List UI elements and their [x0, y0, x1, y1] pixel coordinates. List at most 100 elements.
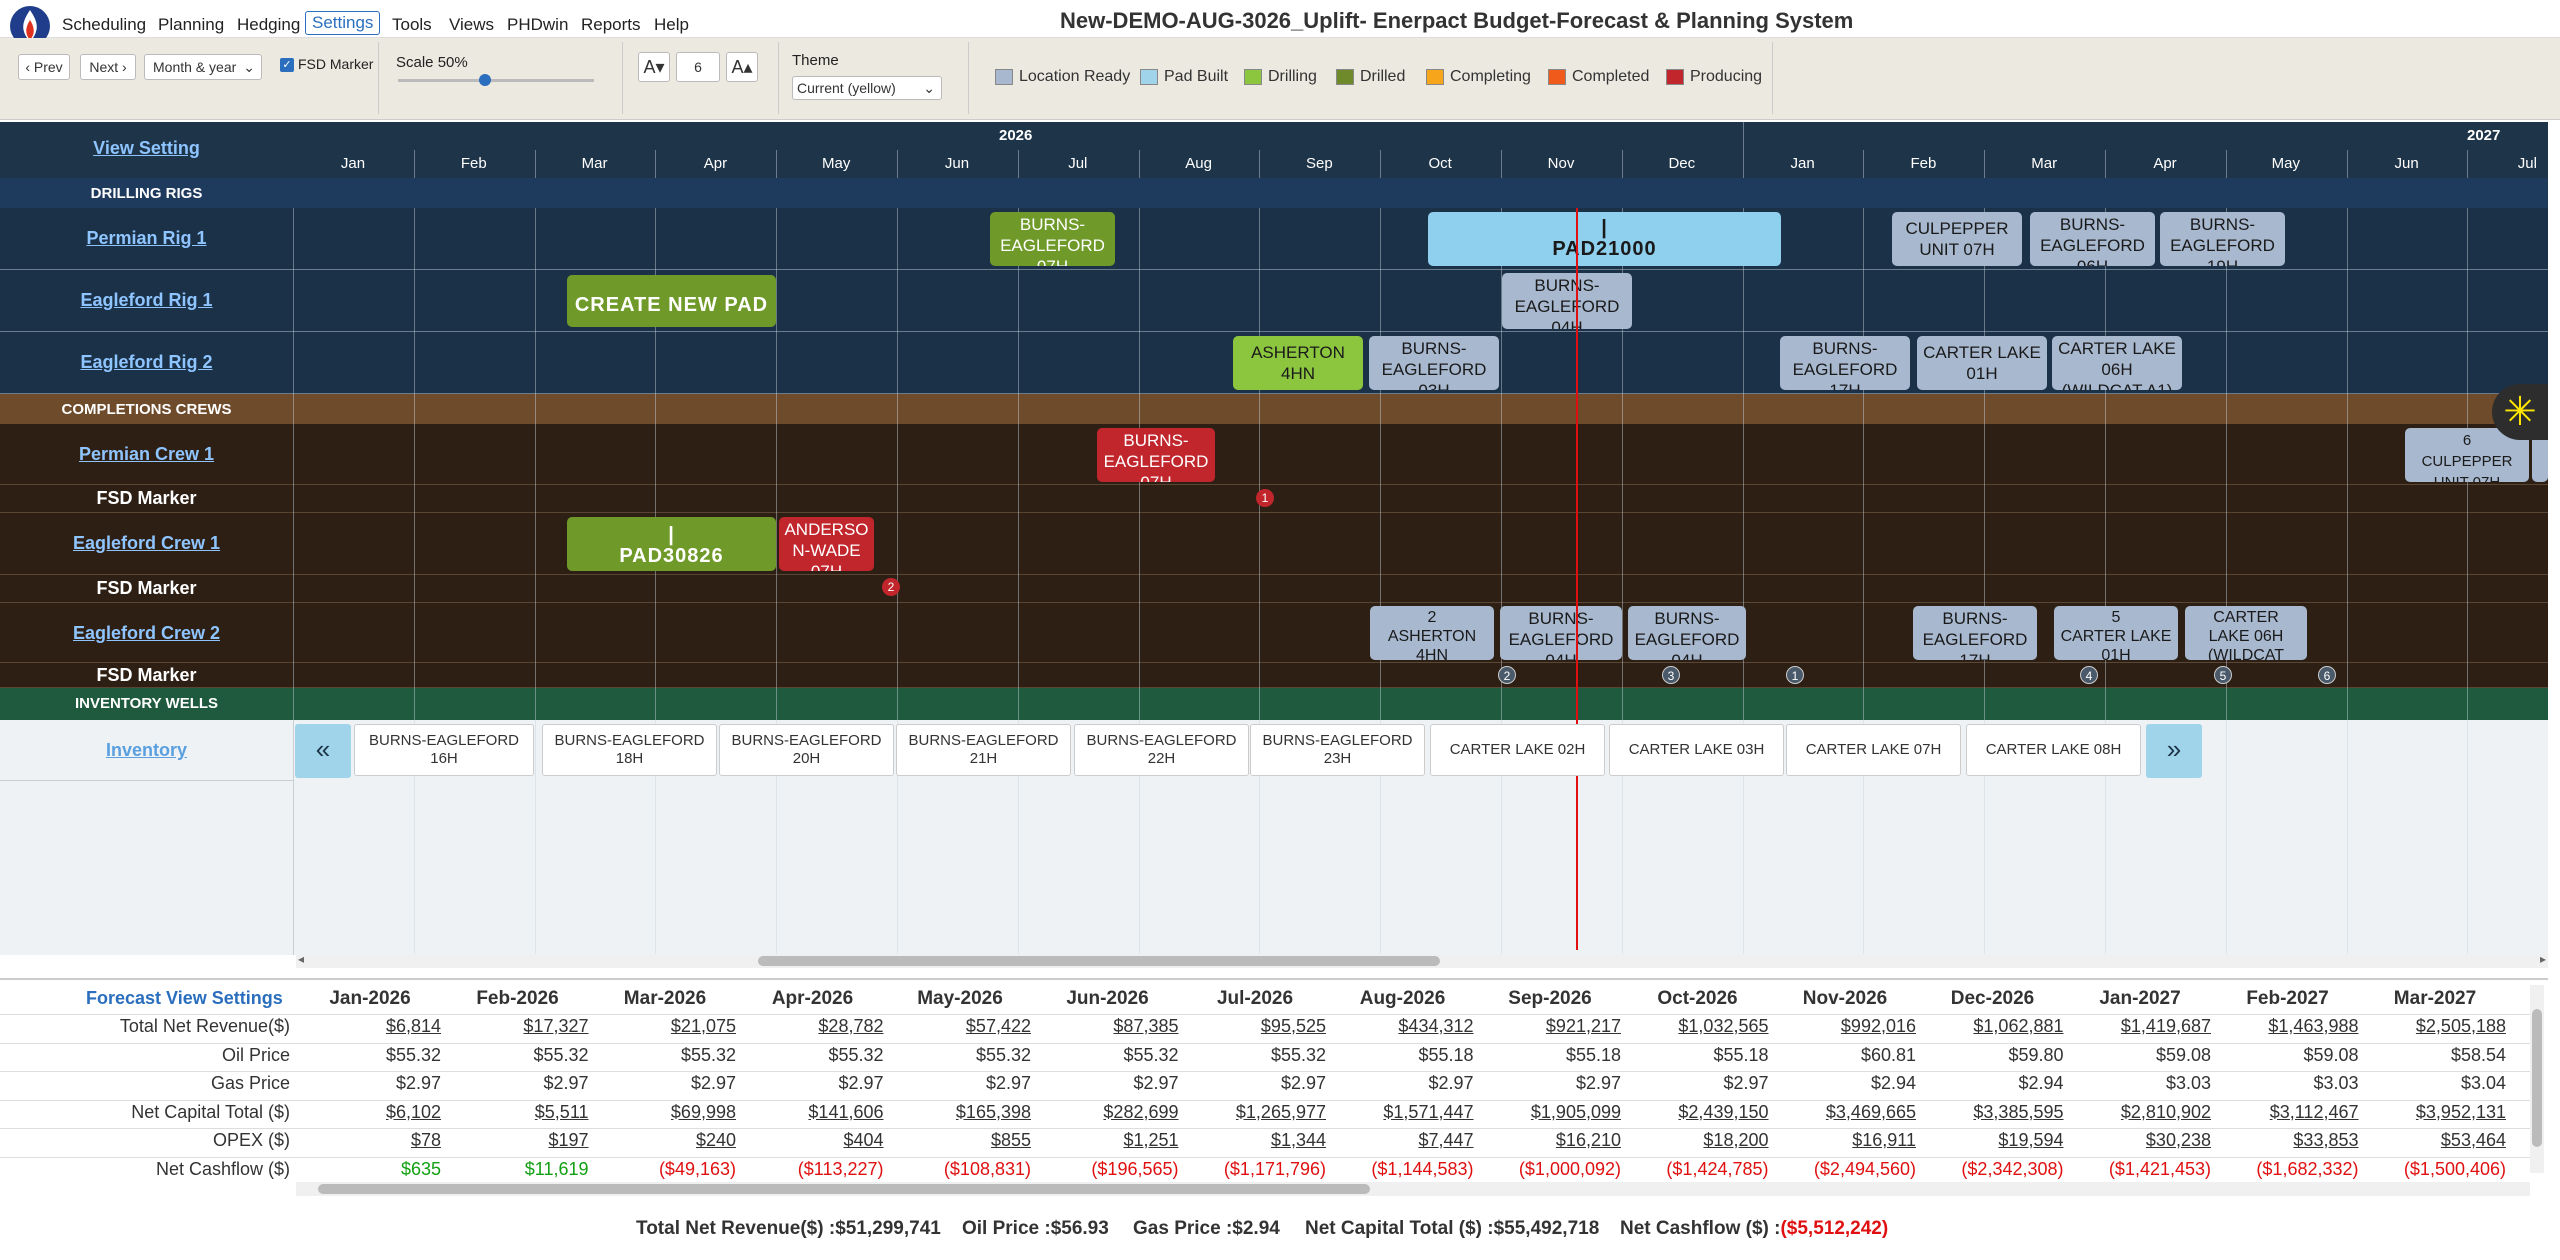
event-er2-3[interactable]: CARTER LAKE 01H — [1917, 336, 2047, 390]
fsd-marker-badge[interactable]: 3 — [1662, 666, 1680, 684]
inventory-well-card[interactable]: CARTER LAKE 08H — [1966, 724, 2141, 776]
font-size-input[interactable]: 6 — [676, 52, 720, 82]
inventory-well-card[interactable]: BURNS-EAGLEFORD 16H — [354, 724, 534, 776]
prev-button[interactable]: ‹ Prev — [18, 54, 70, 80]
period-select[interactable]: Month & year ⌄ — [144, 54, 262, 80]
eagleford-rig-1-link[interactable]: Eagleford Rig 1 — [80, 290, 213, 310]
menu-hedging[interactable]: Hedging — [237, 15, 301, 34]
event-er1-0[interactable]: CREATE NEW PAD — [567, 275, 776, 327]
forecast-cell[interactable]: $57,422 — [965, 1016, 1031, 1036]
forecast-cell[interactable]: $404 — [843, 1130, 884, 1150]
forecast-vscroll-thumb[interactable] — [2532, 1009, 2542, 1147]
event-pc1-0[interactable]: BURNS- EAGLEFORD 07H — [1097, 428, 1215, 482]
timeline-scrollbar[interactable]: ◂ ▸ — [296, 952, 2548, 968]
forecast-cell[interactable]: $16,911 — [1852, 1130, 1916, 1150]
fsd-marker-badge[interactable]: 5 — [2214, 666, 2232, 684]
forecast-cell[interactable]: $3,952,131 — [2415, 1101, 2506, 1122]
forecast-cell[interactable]: $69,998 — [670, 1101, 736, 1122]
event-er2-0[interactable]: ASHERTON 4HN — [1233, 336, 1363, 390]
event-er2-2[interactable]: BURNS- EAGLEFORD 17H — [1780, 336, 1910, 390]
fsd-marker-badge[interactable]: 2 — [882, 578, 900, 596]
forecast-cell[interactable]: $1,571,447 — [1383, 1101, 1474, 1122]
view-setting-link[interactable]: View Setting — [93, 138, 200, 158]
menu-views[interactable]: Views — [449, 15, 495, 34]
forecast-cell[interactable]: $87,385 — [1113, 1016, 1179, 1036]
event-ec2-3[interactable]: BURNS- EAGLEFORD 17H — [1913, 606, 2037, 660]
forecast-cell[interactable]: $2,810,902 — [2120, 1101, 2211, 1122]
menu-scheduling[interactable]: Scheduling — [62, 15, 147, 34]
forecast-cell[interactable]: $5,511 — [534, 1101, 589, 1122]
menu-reports[interactable]: Reports — [581, 15, 641, 34]
scale-slider-thumb[interactable] — [479, 74, 491, 86]
inventory-well-card[interactable]: CARTER LAKE 03H — [1609, 724, 1784, 776]
inventory-prev-button[interactable]: « — [295, 724, 351, 778]
forecast-cell[interactable]: $240 — [695, 1130, 736, 1150]
eagleford-crew-2-link[interactable]: Eagleford Crew 2 — [72, 623, 221, 643]
forecast-cell[interactable]: $1,062,881 — [1973, 1016, 2064, 1036]
timeline-scroll-thumb[interactable] — [758, 956, 1440, 966]
inventory-well-card[interactable]: CARTER LAKE 02H — [1430, 724, 1605, 776]
forecast-cell[interactable]: $165,398 — [955, 1101, 1031, 1122]
fsd-marker-checkbox[interactable]: ✓ — [280, 58, 294, 72]
forecast-cell[interactable]: $7,447 — [1418, 1130, 1474, 1150]
forecast-cell[interactable]: $21,075 — [670, 1016, 736, 1036]
forecast-cell[interactable]: $33,853 — [2293, 1130, 2359, 1150]
event-pc1-2[interactable] — [2532, 428, 2548, 482]
font-increase-button[interactable]: A▴ — [726, 52, 758, 82]
forecast-cell[interactable]: $434,312 — [1398, 1016, 1474, 1036]
forecast-cell[interactable]: $1,344 — [1270, 1130, 1326, 1150]
font-decrease-button[interactable]: A▾ — [638, 52, 670, 82]
inventory-link[interactable]: Inventory — [105, 740, 188, 760]
next-button[interactable]: Next › — [80, 54, 136, 80]
forecast-cell[interactable]: $6,102 — [385, 1101, 441, 1122]
forecast-cell[interactable]: $3,469,665 — [1825, 1101, 1916, 1122]
inventory-next-button[interactable]: » — [2146, 724, 2202, 778]
fsd-marker-badge[interactable]: 1 — [1256, 489, 1274, 507]
event-pr1-0[interactable]: BURNS- EAGLEFORD 07H — [990, 212, 1115, 266]
forecast-cell[interactable]: $28,782 — [818, 1016, 884, 1036]
forecast-cell[interactable]: $1,905,099 — [1530, 1101, 1621, 1122]
theme-select[interactable]: Current (yellow) ⌄ — [792, 76, 942, 100]
event-ec2-0[interactable]: 2 ASHERTON 4HN — [1370, 606, 1494, 660]
event-er2-4[interactable]: CARTER LAKE 06H (WILDCAT A1) — [2052, 336, 2182, 390]
event-pr1-4[interactable]: BURNS- EAGLEFORD 19H — [2160, 212, 2285, 266]
menu-settings[interactable]: Settings — [305, 11, 381, 35]
event-ec2-5[interactable]: CARTER LAKE 06H (WILDCAT — [2185, 606, 2307, 660]
event-pr1-3[interactable]: BURNS- EAGLEFORD 06H — [2030, 212, 2155, 266]
forecast-cell[interactable]: $1,265,977 — [1235, 1101, 1326, 1122]
forecast-cell[interactable]: $1,419,687 — [2120, 1016, 2211, 1036]
sparkle-icon[interactable]: ✳ — [2492, 384, 2548, 440]
forecast-cell[interactable]: $53,464 — [2440, 1130, 2506, 1150]
fsd-marker-badge[interactable]: 2 — [1498, 666, 1516, 684]
forecast-cell[interactable]: $95,525 — [1260, 1016, 1326, 1036]
event-ec1-0[interactable]: | PAD30826 — [567, 517, 776, 571]
forecast-view-settings-link[interactable]: Forecast View Settings — [86, 988, 283, 1008]
event-pr1-1[interactable]: | PAD21000 — [1428, 212, 1781, 266]
forecast-cell[interactable]: $1,463,988 — [2268, 1016, 2359, 1036]
fsd-marker-badge[interactable]: 6 — [2318, 666, 2336, 684]
inventory-well-card[interactable]: CARTER LAKE 07H — [1786, 724, 1961, 776]
forecast-cell[interactable]: $855 — [990, 1130, 1031, 1150]
menu-phdwin[interactable]: PHDwin — [507, 15, 569, 34]
forecast-cell[interactable]: $30,238 — [2145, 1130, 2211, 1150]
eagleford-rig-2-link[interactable]: Eagleford Rig 2 — [80, 352, 213, 372]
forecast-hscrollbar[interactable] — [296, 1182, 2530, 1196]
forecast-cell[interactable]: $19,594 — [1998, 1130, 2064, 1150]
inventory-well-card[interactable]: BURNS-EAGLEFORD 22H — [1074, 724, 1249, 776]
inventory-well-card[interactable]: BURNS-EAGLEFORD 20H — [719, 724, 894, 776]
inventory-well-card[interactable]: BURNS-EAGLEFORD 18H — [542, 724, 717, 776]
forecast-cell[interactable]: $18,200 — [1703, 1130, 1769, 1150]
scroll-right-icon[interactable]: ▸ — [2539, 952, 2546, 966]
forecast-cell[interactable]: $1,032,565 — [1678, 1016, 1769, 1036]
forecast-cell[interactable]: $992,016 — [1840, 1016, 1916, 1036]
scale-slider-track[interactable] — [398, 79, 594, 82]
menu-planning[interactable]: Planning — [158, 15, 225, 34]
forecast-cell[interactable]: $282,699 — [1103, 1101, 1179, 1122]
event-pr1-2[interactable]: CULPEPPER UNIT 07H — [1892, 212, 2022, 266]
forecast-vscrollbar[interactable] — [2530, 985, 2544, 1173]
forecast-cell[interactable]: $17,327 — [523, 1016, 589, 1036]
forecast-cell[interactable]: $3,112,467 — [2269, 1101, 2359, 1122]
forecast-cell[interactable]: $2,505,188 — [2415, 1016, 2506, 1036]
scroll-left-icon[interactable]: ◂ — [298, 952, 305, 966]
forecast-cell[interactable]: $6,814 — [385, 1016, 441, 1036]
